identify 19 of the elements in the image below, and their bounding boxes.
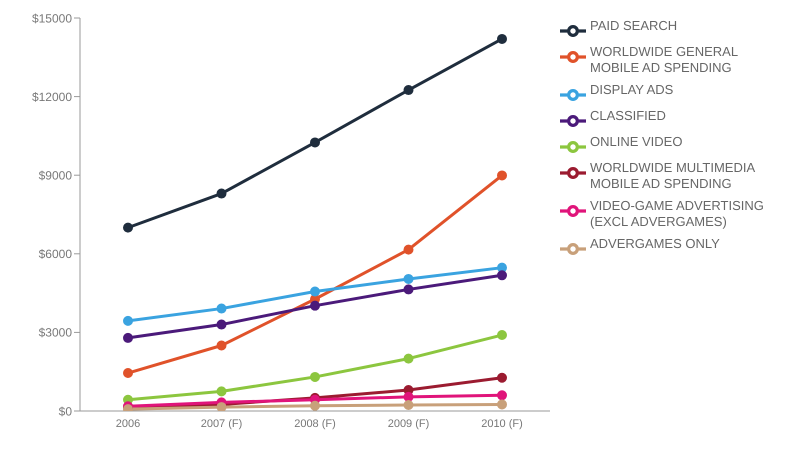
legend-label: WORLDWIDE GENERAL MOBILE AD SPENDING [590, 44, 739, 76]
y-tick-label: $0 [58, 404, 72, 418]
x-tick-label: 2006 [116, 418, 140, 430]
x-tick-label: 2008 (F) [294, 418, 336, 430]
y-tick-label: $6000 [38, 247, 72, 262]
x-tick-label: 2007 (F) [200, 418, 242, 430]
legend-label: PAID SEARCH [590, 18, 678, 34]
y-tick-label: $12000 [32, 90, 72, 104]
y-tick-label: $9000 [38, 168, 72, 182]
legend-label: VIDEO-GAME ADVERTISING (EXCL ADVERGAMES) [590, 198, 765, 230]
legend-label: CLASSIFIED [590, 108, 667, 124]
x-tick-label: 2009 (F) [388, 418, 430, 430]
y-tick-label: $15000 [32, 11, 72, 26]
legend-label: DISPLAY ADS [590, 82, 674, 98]
legend-label: ONLINE VIDEO [590, 134, 684, 150]
legend-label: ADVERGAMES ONLY [590, 236, 721, 252]
legend-label: WORLDWIDE MULTIMEDIA MOBILE AD SPENDING [590, 160, 756, 192]
y-tick-label: $3000 [38, 326, 72, 340]
x-tick-label: 2010 (F) [481, 418, 523, 430]
